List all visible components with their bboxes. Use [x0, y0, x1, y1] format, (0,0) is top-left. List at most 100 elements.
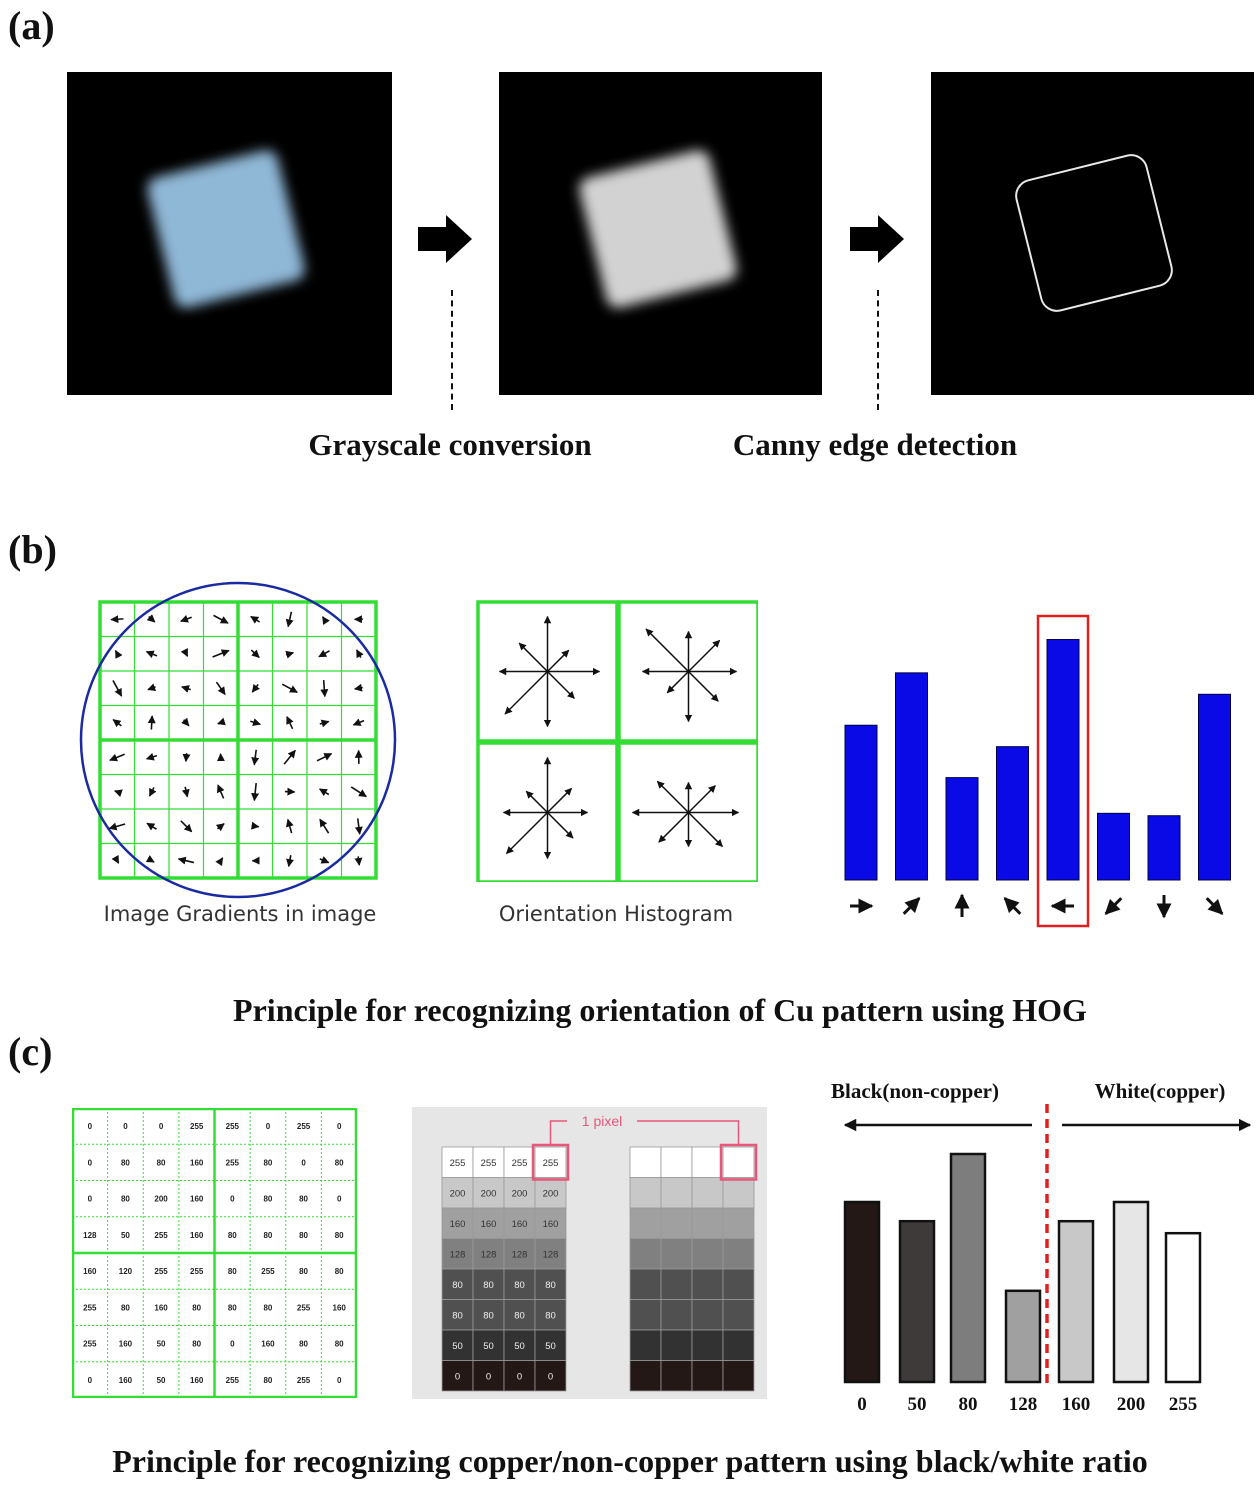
pixel-value: 255	[297, 1376, 311, 1385]
gray-value: 128	[543, 1249, 559, 1260]
gray-value: 0	[548, 1371, 553, 1382]
pixel-value: 80	[335, 1231, 344, 1240]
orientation-arrow-icon	[645, 628, 690, 673]
pixel-value: 80	[157, 1158, 166, 1167]
pixel-value: 80	[299, 1340, 308, 1349]
gradient-arrow-icon	[212, 649, 230, 658]
gray-value: 50	[545, 1341, 556, 1352]
gradient-arrow-icon	[251, 683, 260, 693]
gray-swatch	[722, 1360, 755, 1392]
grayscale-image	[499, 72, 822, 395]
gradient-arrow-icon	[215, 681, 226, 696]
pixel-value: 0	[88, 1158, 93, 1167]
pixel-value: 255	[297, 1303, 311, 1312]
gray-value: 200	[543, 1188, 559, 1199]
gray-tick-label: 50	[908, 1394, 927, 1415]
pixel-value: 50	[121, 1231, 130, 1240]
pixel-value-grid: 0 0 0 255 255 0 255 0 0 80 80 160 255 80 0 80 0 80 200 160 0…	[71, 1107, 358, 1399]
gray-cell	[534, 1177, 567, 1209]
gradient-arrow-icon	[181, 717, 190, 727]
gray-tick-label: 200	[1117, 1394, 1146, 1415]
gradient-arrow-icon	[281, 683, 298, 694]
pixel-value: 160	[261, 1340, 275, 1349]
gradient-arrow-icon	[353, 683, 363, 692]
gradient-arrow-icon	[316, 752, 333, 762]
gray-value: 50	[483, 1341, 494, 1352]
gray-value: 0	[517, 1371, 522, 1382]
gradient-arrow-icon	[181, 786, 190, 798]
gray-cell	[472, 1299, 505, 1331]
pixel-value: 255	[226, 1122, 240, 1131]
gray-swatch	[629, 1268, 662, 1300]
gray-tick-label: 128	[1009, 1394, 1038, 1415]
gray-swatch	[629, 1177, 662, 1209]
gradient-arrow-icon	[354, 856, 363, 866]
pixel-value: 80	[121, 1303, 130, 1312]
gradient-arrow-icon	[111, 854, 120, 864]
panel-b-title: Principle for recognizing orientation of…	[233, 992, 1087, 1028]
orientation-arrow-icon	[656, 780, 690, 814]
gradient-arrow-icon	[145, 855, 155, 863]
gray-swatch	[629, 1360, 662, 1392]
gradient-arrow-icon	[319, 856, 330, 864]
gradient-arrow-icon	[283, 749, 296, 765]
gradient-arrow-icon	[286, 855, 294, 868]
histogram-cell	[476, 600, 619, 743]
pixel-value: 0	[266, 1122, 271, 1131]
pixel-value: 255	[154, 1267, 168, 1276]
hog-bar	[945, 777, 979, 881]
gray-cell	[441, 1299, 474, 1331]
gray-value: 50	[452, 1341, 463, 1352]
pixel-value: 160	[190, 1231, 204, 1240]
gray-cell	[503, 1268, 536, 1300]
gray-value: 80	[514, 1280, 525, 1291]
orientation-arrow-icon	[504, 670, 549, 715]
gradient-arrow-icon	[319, 719, 330, 728]
direction-arrow-icon	[1003, 897, 1022, 915]
pixel-value: 0	[337, 1122, 342, 1131]
histogram-cell	[617, 600, 758, 743]
gray-cell	[534, 1146, 567, 1178]
pixel-grid-lines: 0 0 0 255 255 0 255 0 0 80 80 160 255 80 0 80 0 80 200 160 0…	[71, 1107, 358, 1399]
pixel-value: 0	[301, 1158, 306, 1167]
gray-value: 255	[543, 1158, 559, 1169]
gray-swatch	[722, 1329, 755, 1361]
gray-cell	[441, 1268, 474, 1300]
gradient-arrow-icon	[114, 649, 123, 659]
histogram-cell	[476, 741, 619, 882]
gray-cell	[503, 1146, 536, 1178]
hog-bar	[996, 746, 1029, 881]
direction-arrow-icon	[1104, 897, 1123, 915]
gray-swatch	[722, 1238, 755, 1270]
step-divider	[877, 290, 879, 410]
pixel-value: 50	[157, 1340, 166, 1349]
highlight-box	[1036, 614, 1090, 928]
gradient-arrow-icon	[217, 784, 225, 799]
gray-bar	[1004, 1289, 1042, 1384]
pixel-value: 0	[230, 1195, 235, 1204]
gray-tick-label: 0	[857, 1394, 867, 1415]
gradient-arrow-icon	[215, 857, 224, 867]
gradient-arrow-icon	[180, 820, 193, 833]
gray-value: 80	[452, 1280, 463, 1291]
gray-value: 160	[450, 1219, 466, 1230]
gray-bar	[898, 1219, 936, 1384]
gray-value: 160	[481, 1219, 497, 1230]
pixel-value: 80	[335, 1340, 344, 1349]
gradient-arrow-icon	[286, 715, 294, 730]
gradient-arrow-icon	[352, 718, 365, 726]
pixel-value: 80	[263, 1303, 272, 1312]
gradient-arrow-icon	[350, 786, 367, 798]
gradient-arrow-icon	[250, 649, 260, 659]
gray-swatch	[691, 1329, 724, 1361]
gray-value: 128	[512, 1249, 528, 1260]
gray-swatch	[722, 1268, 755, 1300]
pixel-value: 160	[190, 1158, 204, 1167]
pixel-value: 255	[190, 1122, 204, 1131]
gray-swatch	[660, 1299, 693, 1331]
gray-swatch	[629, 1329, 662, 1361]
hog-bar	[1198, 693, 1231, 881]
pixel-label: 1 pixel	[582, 1113, 622, 1129]
gradient-arrow-icon	[177, 856, 195, 865]
edge-image	[931, 72, 1254, 395]
